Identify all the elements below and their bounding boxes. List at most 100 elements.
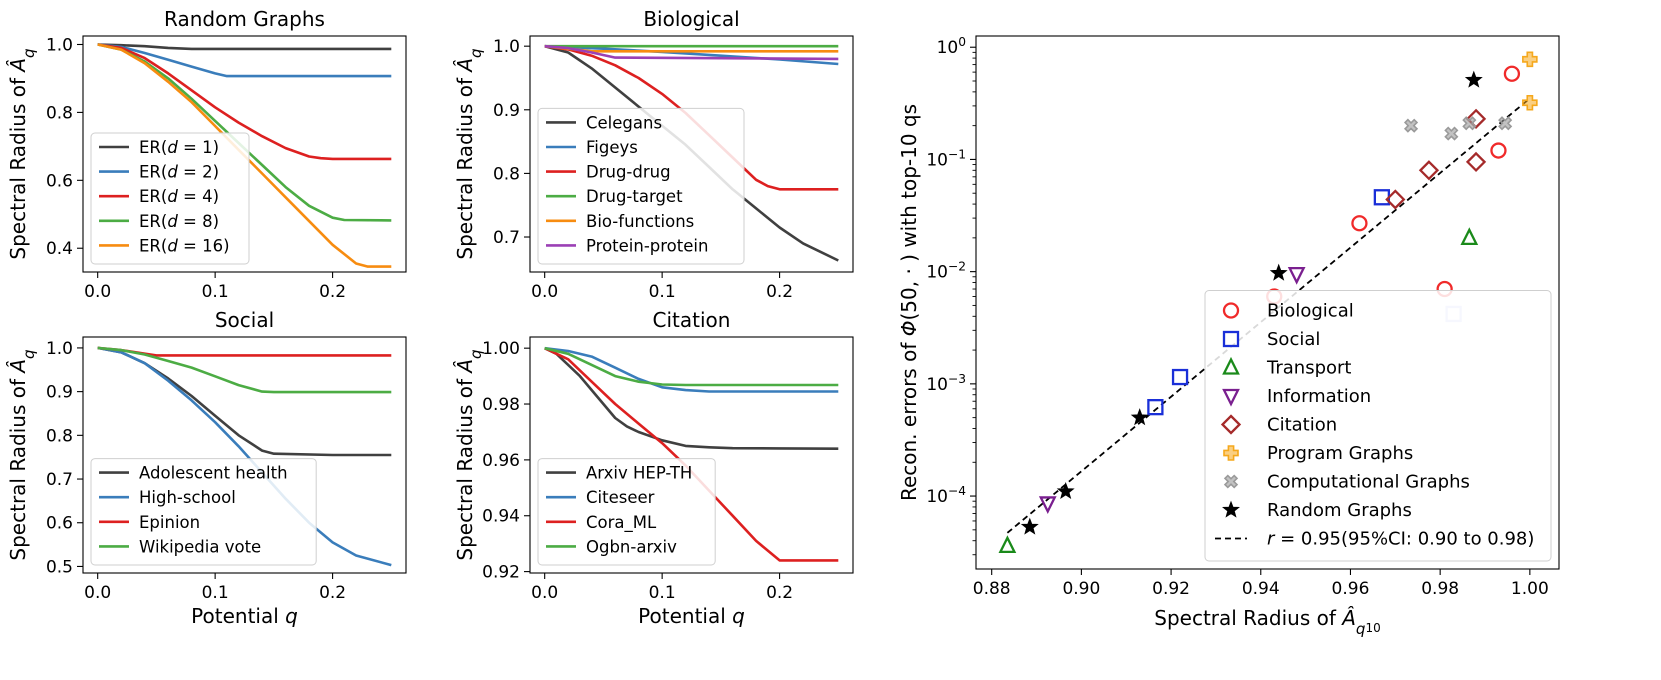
x-tick-label: 0.1 bbox=[649, 282, 676, 302]
y-tick-label: 0.8 bbox=[46, 103, 73, 123]
legend-label: Drug-drug bbox=[586, 163, 671, 182]
marker-star bbox=[1020, 517, 1039, 535]
y-tick-label: 0.6 bbox=[46, 171, 73, 191]
marker-triangle-down bbox=[1287, 266, 1306, 285]
marker-star bbox=[1464, 70, 1483, 88]
legend-box bbox=[1204, 290, 1552, 562]
legend-box bbox=[537, 458, 716, 566]
series-line-adolescent-health bbox=[97, 346, 392, 457]
marker-x bbox=[1223, 474, 1239, 489]
y-tick-label: 0.7 bbox=[46, 470, 73, 490]
x-tick-label: 0.90 bbox=[1062, 579, 1100, 599]
marker-square bbox=[1171, 368, 1189, 386]
y-tick-label: 10−1 bbox=[926, 147, 966, 170]
x-tick-label: 0.0 bbox=[84, 583, 111, 603]
legend-marker bbox=[1222, 500, 1240, 518]
marker-star bbox=[1222, 500, 1240, 518]
marker-x bbox=[1462, 116, 1477, 131]
x-tick-label: 0.1 bbox=[649, 583, 676, 603]
marker-diamond bbox=[1220, 414, 1242, 435]
series-line-citeseer bbox=[544, 346, 839, 393]
y-axis-label: Spectral Radius of Âq bbox=[6, 48, 38, 259]
biological-panel: 0.0 0.1 0.2 0.7 0.8 0.9 1.0 Biological Spectral … bbox=[453, 7, 854, 302]
series-line-high-school bbox=[97, 346, 392, 567]
legend-label: Figeys bbox=[586, 138, 638, 157]
x-tick-label: 0.2 bbox=[766, 282, 793, 302]
x-tick-label: 0.88 bbox=[973, 579, 1011, 599]
marker-diamond bbox=[1465, 108, 1487, 129]
legend-label: Drug-target bbox=[586, 187, 683, 206]
marker-plus bbox=[1223, 445, 1239, 461]
x-tick-label: 0.0 bbox=[531, 583, 558, 603]
series-line-er-d-1- bbox=[97, 43, 392, 51]
y-tick-label: 0.92 bbox=[482, 563, 520, 583]
legend-label: Cora_ML bbox=[586, 513, 657, 533]
fit-line bbox=[1006, 97, 1531, 534]
x-tick-label: 0.0 bbox=[531, 282, 558, 302]
y-axis-label: Spectral Radius of Âq bbox=[453, 349, 485, 560]
x-tick-label: 0.94 bbox=[1242, 579, 1280, 599]
legend-label: Adolescent health bbox=[139, 464, 288, 483]
marker-square bbox=[1222, 330, 1240, 348]
legend-marker bbox=[1223, 474, 1239, 489]
axes-frame bbox=[975, 35, 1560, 570]
legend-marker bbox=[1222, 356, 1240, 375]
y-axis-label: Spectral Radius of Âq bbox=[453, 48, 485, 259]
marker-plus bbox=[1522, 51, 1538, 68]
y-tick-label: 0.9 bbox=[46, 383, 73, 403]
y-tick-label: 100 bbox=[937, 35, 966, 58]
y-tick-label: 1.0 bbox=[46, 35, 73, 55]
legend-label: Ogbn-arxiv bbox=[586, 537, 677, 556]
x-tick-label: 0.2 bbox=[319, 583, 346, 603]
legend-marker bbox=[1223, 445, 1239, 461]
marker-triangle-up bbox=[1222, 356, 1240, 375]
marker-diamond bbox=[1418, 160, 1440, 181]
x-axis-label: Potential q bbox=[191, 604, 298, 628]
reconstruction-error-scatter-panel: 0.88 0.90 0.92 0.94 0.96 0.98 1.00 10−4 10−3 10−2… bbox=[897, 35, 1560, 638]
series-line-er-d-16- bbox=[97, 43, 392, 268]
axes-frame bbox=[82, 336, 407, 574]
x-tick-label: 1.00 bbox=[1511, 579, 1549, 599]
x-tick-label: 0.96 bbox=[1332, 579, 1370, 599]
marker-circle bbox=[1222, 302, 1240, 319]
legend: Arxiv HEP-TH Citeseer Cora_ML Ogbn-arxiv bbox=[537, 458, 716, 566]
y-tick-label: 10−2 bbox=[926, 260, 966, 283]
legend-label: r = 0.95(95%CI: 0.90 to 0.98) bbox=[1267, 529, 1534, 550]
legend-label: Bio-functions bbox=[586, 212, 694, 231]
series-line-figeys bbox=[544, 44, 839, 66]
legend-box bbox=[90, 458, 317, 566]
legend-label: Computational Graphs bbox=[1267, 472, 1470, 493]
marker-circle bbox=[1503, 65, 1521, 82]
legend-label: Random Graphs bbox=[1267, 500, 1412, 521]
legend-box bbox=[537, 107, 745, 265]
x-tick-label: 0.0 bbox=[84, 282, 111, 302]
y-tick-label: 0.94 bbox=[482, 507, 520, 527]
legend-label: Social bbox=[1267, 329, 1320, 350]
legend-marker bbox=[1222, 302, 1240, 319]
legend: ER(d = 1) ER(d = 2) ER(d = 4) ER(d = 8) ER(d… bbox=[90, 132, 250, 265]
panel-title: Social bbox=[215, 308, 274, 332]
legend-label: ER(d = 2) bbox=[139, 163, 219, 182]
x-tick-label: 0.92 bbox=[1152, 579, 1190, 599]
y-tick-label: 10−3 bbox=[926, 372, 966, 395]
legend: Biological Social Transport Information Cita… bbox=[1204, 290, 1552, 562]
legend-label: ER(d = 8) bbox=[139, 212, 219, 231]
random-graphs-panel: 0.0 0.1 0.2 0.4 0.6 0.8 1.0 Random Graphs Spectr… bbox=[6, 7, 407, 302]
marker-x bbox=[1403, 118, 1419, 133]
x-tick-label: 0.2 bbox=[766, 583, 793, 603]
legend-label: Citation bbox=[1267, 415, 1337, 436]
marker-star bbox=[1130, 408, 1149, 426]
legend-label: Biological bbox=[1267, 301, 1354, 322]
legend-label: Program Graphs bbox=[1267, 443, 1413, 464]
marker-x bbox=[1444, 126, 1459, 141]
legend: Adolescent health High-school Epinion Wikip… bbox=[90, 458, 317, 566]
axes-frame bbox=[529, 336, 854, 574]
legend-label: Transport bbox=[1266, 358, 1351, 379]
legend-label: Wikipedia vote bbox=[139, 537, 261, 556]
axes-frame bbox=[82, 35, 407, 273]
axes-frame bbox=[529, 35, 854, 273]
series-line-ogbn-arxiv bbox=[544, 346, 839, 387]
y-tick-label: 0.9 bbox=[493, 101, 520, 121]
marker-star bbox=[1269, 263, 1288, 281]
